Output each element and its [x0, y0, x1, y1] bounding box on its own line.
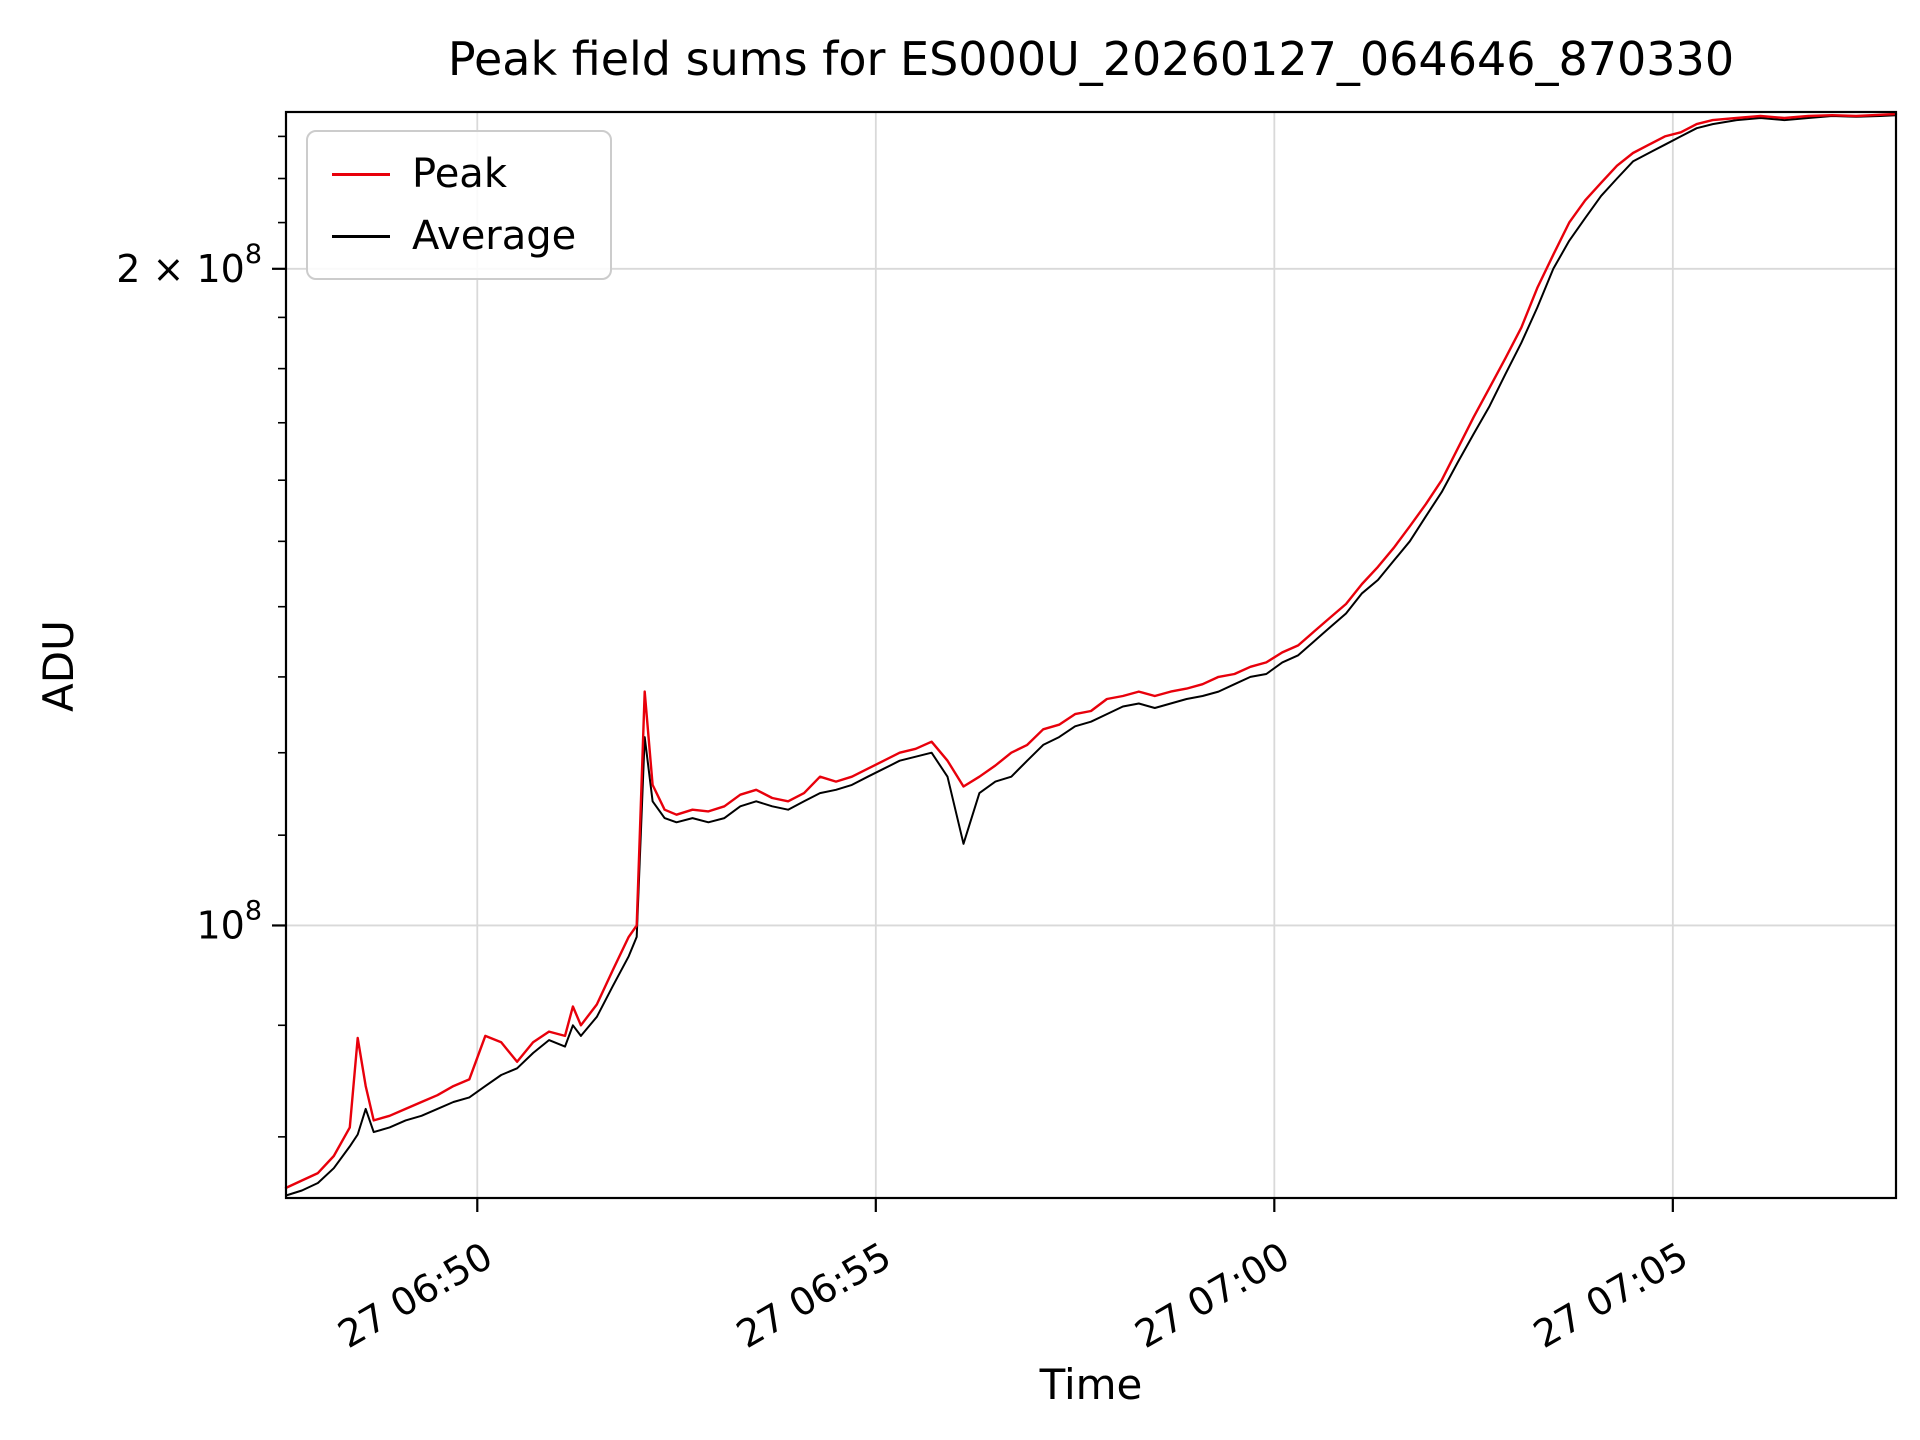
average-series-line [285, 114, 1897, 1197]
legend-item-average: Average [332, 214, 576, 258]
average-line-swatch [332, 234, 390, 238]
legend: Peak Average [306, 130, 613, 280]
x-tick-label: 27 06:50 [331, 1234, 500, 1357]
x-tick-label: 27 06:55 [729, 1234, 898, 1357]
y-axis-label: ADU [34, 620, 83, 712]
peak-series-line [284, 112, 1898, 1190]
y-tick-label: 2 × 108 [116, 239, 262, 291]
x-tick-label: 27 07:05 [1526, 1234, 1695, 1357]
chart-title: Peak field sums for ES000U_20260127_0646… [447, 32, 1735, 86]
peak-line-swatch [332, 172, 390, 176]
y-tick-label: 108 [196, 895, 262, 947]
plot-border [284, 110, 1898, 1200]
legend-label-average: Average [412, 213, 577, 259]
x-tick-label: 27 07:00 [1128, 1234, 1297, 1357]
x-axis-label: Time [1039, 1360, 1143, 1409]
legend-label-peak: Peak [412, 151, 507, 197]
legend-item-peak: Peak [332, 152, 576, 196]
